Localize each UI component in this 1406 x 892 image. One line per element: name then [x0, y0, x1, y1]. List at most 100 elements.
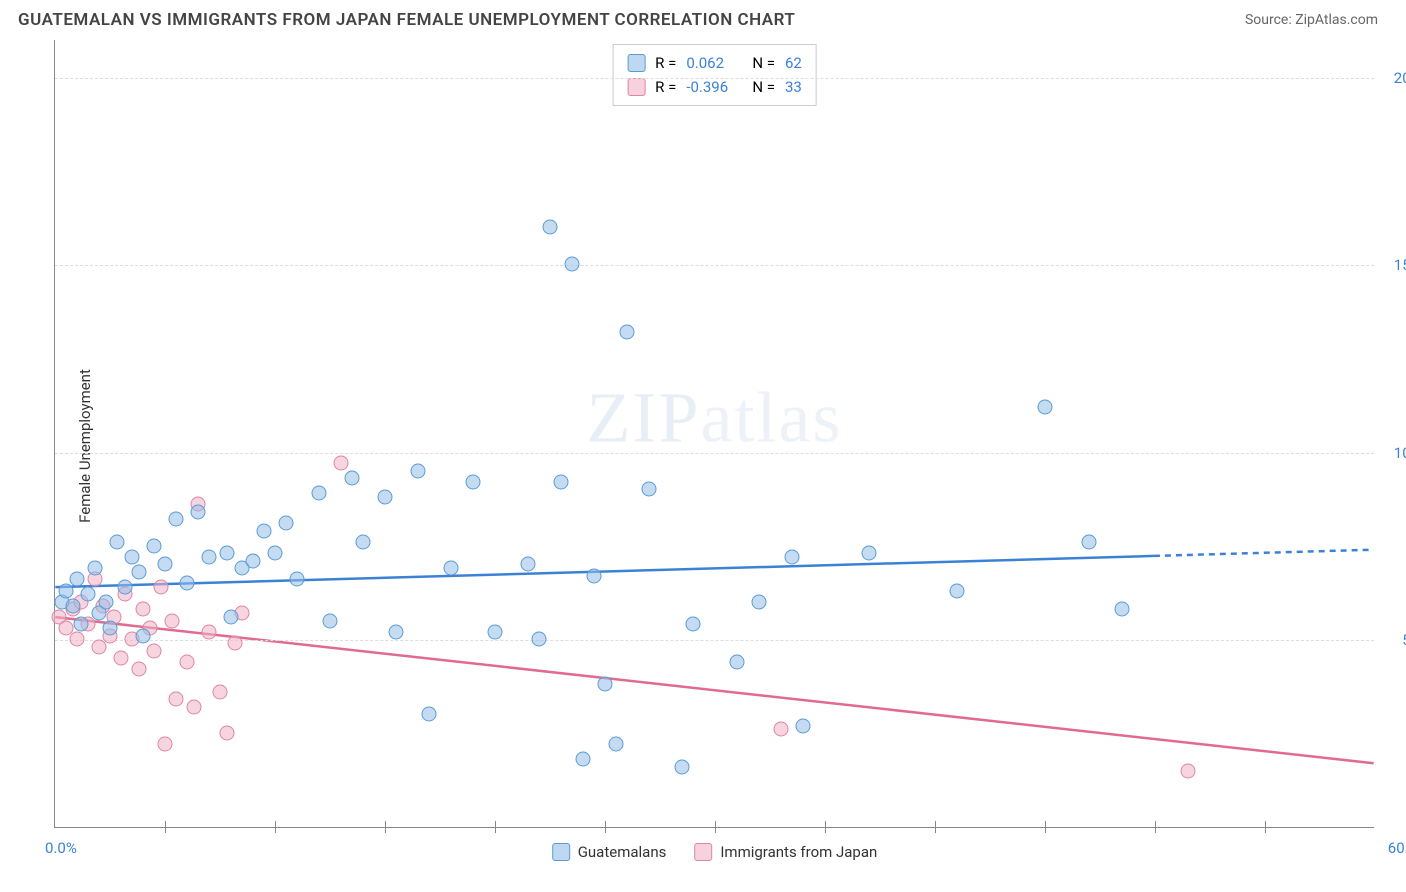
legend-item-pink: Immigrants from Japan	[694, 843, 877, 861]
scatter-point-blue	[103, 621, 118, 636]
scatter-point-blue	[466, 474, 481, 489]
scatter-point-blue	[686, 617, 701, 632]
stats-row-pink: R = -0.396 N = 33	[627, 75, 802, 99]
scatter-point-blue	[598, 677, 613, 692]
scatter-point-blue	[74, 617, 89, 632]
scatter-point-blue	[1038, 399, 1053, 414]
scatter-point-pink	[147, 643, 162, 658]
scatter-point-blue	[532, 632, 547, 647]
watermark: ZIPatlas	[587, 376, 843, 459]
scatter-point-blue	[488, 624, 503, 639]
gridline	[55, 265, 1374, 266]
r-value-blue: 0.062	[686, 51, 742, 75]
x-tick	[715, 821, 716, 833]
scatter-point-blue	[543, 219, 558, 234]
x-tick	[1265, 821, 1266, 833]
x-tick	[1155, 821, 1156, 833]
gridline	[55, 640, 1374, 641]
legend-square-pink-icon	[627, 78, 645, 96]
scatter-point-blue	[98, 594, 113, 609]
scatter-point-blue	[202, 549, 217, 564]
source-label: Source: ZipAtlas.com	[1245, 12, 1378, 28]
scatter-point-blue	[642, 482, 657, 497]
scatter-point-blue	[290, 572, 305, 587]
scatter-point-blue	[796, 718, 811, 733]
scatter-point-blue	[389, 624, 404, 639]
scatter-point-blue	[147, 538, 162, 553]
scatter-point-blue	[565, 257, 580, 272]
scatter-point-blue	[345, 471, 360, 486]
scatter-point-blue	[587, 568, 602, 583]
scatter-point-blue	[70, 572, 85, 587]
scatter-point-blue	[378, 489, 393, 504]
scatter-point-pink	[131, 662, 146, 677]
y-tick-label: 5.0%	[1384, 631, 1406, 649]
scatter-point-pink	[219, 726, 234, 741]
scatter-point-pink	[202, 624, 217, 639]
scatter-point-blue	[323, 613, 338, 628]
x-tick	[165, 821, 166, 833]
scatter-point-pink	[186, 699, 201, 714]
scatter-point-pink	[136, 602, 151, 617]
n-value-pink: 33	[785, 75, 802, 99]
x-tick	[1045, 821, 1046, 833]
x-tick	[385, 821, 386, 833]
scatter-point-blue	[675, 759, 690, 774]
x-tick	[495, 821, 496, 833]
scatter-point-pink	[180, 654, 195, 669]
scatter-point-blue	[125, 549, 140, 564]
scatter-point-blue	[219, 546, 234, 561]
scatter-point-blue	[752, 594, 767, 609]
y-tick-label: 10.0%	[1384, 444, 1406, 462]
scatter-point-blue	[554, 474, 569, 489]
x-tick	[605, 821, 606, 833]
scatter-point-blue	[620, 324, 635, 339]
scatter-point-blue	[521, 557, 536, 572]
scatter-point-blue	[87, 561, 102, 576]
scatter-point-pink	[153, 579, 168, 594]
legend-square-blue-icon	[627, 54, 645, 72]
scatter-point-pink	[92, 639, 107, 654]
chart-title: GUATEMALAN VS IMMIGRANTS FROM JAPAN FEMA…	[18, 10, 795, 30]
scatter-point-blue	[59, 583, 74, 598]
scatter-point-blue	[422, 707, 437, 722]
x-axis-origin-label: 0.0%	[45, 839, 77, 857]
x-axis-end-label: 60.0%	[1388, 839, 1406, 857]
scatter-point-pink	[1181, 763, 1196, 778]
scatter-point-pink	[70, 632, 85, 647]
scatter-point-pink	[774, 722, 789, 737]
x-tick	[935, 821, 936, 833]
scatter-point-blue	[444, 561, 459, 576]
scatter-point-blue	[257, 523, 272, 538]
scatter-point-pink	[228, 636, 243, 651]
scatter-point-blue	[169, 512, 184, 527]
scatter-point-pink	[158, 737, 173, 752]
gridline	[55, 453, 1374, 454]
scatter-point-blue	[180, 576, 195, 591]
scatter-point-blue	[730, 654, 745, 669]
scatter-point-blue	[1115, 602, 1130, 617]
scatter-point-blue	[576, 752, 591, 767]
x-tick	[275, 821, 276, 833]
n-value-blue: 62	[785, 51, 802, 75]
scatter-point-pink	[334, 456, 349, 471]
chart-plot-area: ZIPatlas R = 0.062 N = 62 R = -0.396 N =…	[54, 40, 1374, 828]
scatter-point-blue	[1082, 534, 1097, 549]
scatter-point-pink	[169, 692, 184, 707]
scatter-point-blue	[109, 534, 124, 549]
scatter-point-blue	[136, 628, 151, 643]
scatter-point-pink	[164, 613, 179, 628]
bottom-legend: Guatemalans Immigrants from Japan	[552, 843, 878, 861]
r-value-pink: -0.396	[686, 75, 742, 99]
legend-square-blue-icon	[552, 843, 570, 861]
scatter-point-blue	[131, 564, 146, 579]
scatter-point-blue	[279, 516, 294, 531]
scatter-point-blue	[312, 486, 327, 501]
scatter-point-blue	[785, 549, 800, 564]
scatter-point-blue	[862, 546, 877, 561]
scatter-point-blue	[118, 579, 133, 594]
scatter-point-blue	[224, 609, 239, 624]
scatter-point-pink	[213, 684, 228, 699]
scatter-point-blue	[158, 557, 173, 572]
stats-legend-box: R = 0.062 N = 62 R = -0.396 N = 33	[612, 44, 817, 106]
